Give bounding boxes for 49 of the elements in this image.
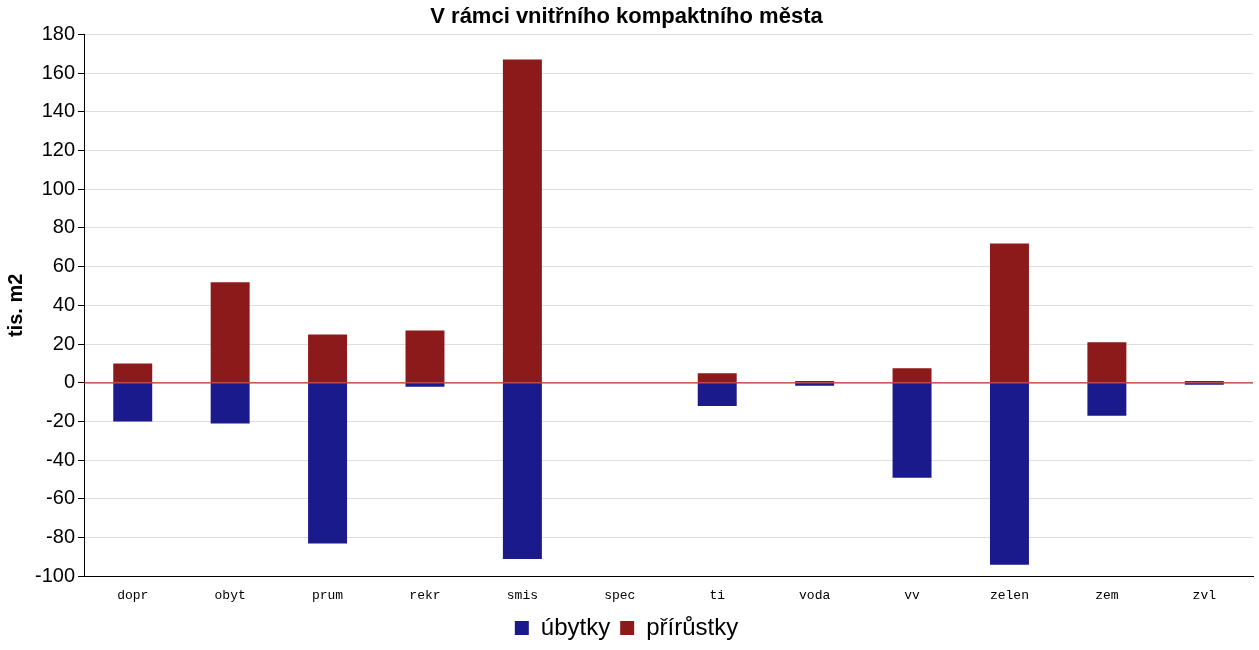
x-tick-label: dopr (117, 587, 149, 603)
x-tick-label: obyt (214, 587, 246, 603)
bar (502, 59, 542, 383)
y-tick-label: -40 (46, 447, 76, 470)
bar (989, 243, 1029, 383)
x-tick-label: zelen (989, 587, 1029, 603)
y-tick-label: 160 (41, 60, 76, 83)
y-tick-label: 80 (52, 215, 76, 238)
y-tick-label: 100 (41, 176, 76, 199)
x-tick-label: vv (904, 587, 921, 603)
chart-title: V rámci vnitřního kompaktního města (430, 3, 824, 29)
x-tick-label: rekr (409, 587, 441, 603)
bar (113, 363, 153, 383)
bar (308, 383, 348, 544)
bar (210, 383, 250, 424)
y-tick-label: 140 (41, 99, 76, 122)
x-tick-label: ti (709, 587, 726, 603)
bar (697, 373, 737, 383)
bar (697, 383, 737, 407)
bar (892, 383, 932, 478)
bar (308, 334, 348, 383)
bar (210, 282, 250, 383)
y-tick-label: 40 (52, 292, 76, 315)
bar (502, 383, 542, 559)
y-tick-label: -60 (46, 486, 76, 509)
y-tick-label: -100 (35, 563, 76, 586)
x-tick-label: prum (311, 587, 344, 603)
bar (892, 368, 932, 383)
y-axis-title: tis. m2 (3, 273, 26, 338)
y-tick-label: -20 (46, 409, 76, 432)
y-tick-label: 0 (63, 370, 76, 393)
y-tick-label: -80 (46, 525, 76, 548)
y-tick-label: 120 (41, 138, 76, 161)
x-tick-label: zvl (1192, 587, 1217, 603)
bar (405, 330, 445, 383)
legend-label: úbytky (540, 612, 611, 640)
y-tick-label: 60 (52, 254, 76, 277)
x-tick-label: voda (799, 587, 831, 603)
x-tick-label: zem (1095, 587, 1119, 603)
bar (1087, 383, 1127, 416)
x-tick-label: spec (604, 587, 636, 603)
y-tick-label: 20 (52, 331, 76, 354)
x-tick-label: smis (506, 587, 538, 603)
bar (989, 383, 1029, 565)
bar (113, 383, 153, 422)
bar (405, 383, 445, 387)
bar (1087, 342, 1127, 383)
y-tick-label: 180 (41, 21, 76, 44)
legend-label: přírůstky (646, 612, 739, 640)
